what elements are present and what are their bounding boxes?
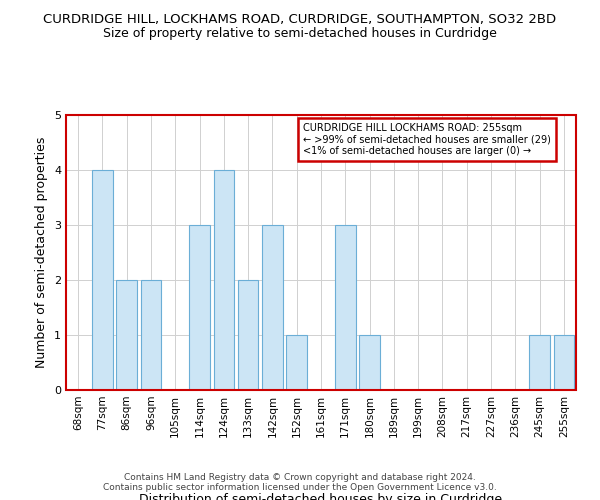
- Bar: [214, 170, 234, 390]
- Text: Size of property relative to semi-detached houses in Curdridge: Size of property relative to semi-detach…: [103, 28, 497, 40]
- Bar: [140, 280, 161, 390]
- Text: CURDRIDGE HILL, LOCKHAMS ROAD, CURDRIDGE, SOUTHAMPTON, SO32 2BD: CURDRIDGE HILL, LOCKHAMS ROAD, CURDRIDGE…: [43, 12, 557, 26]
- Bar: [359, 335, 380, 390]
- Bar: [189, 225, 210, 390]
- Bar: [529, 335, 550, 390]
- Bar: [116, 280, 137, 390]
- Bar: [335, 225, 356, 390]
- Bar: [286, 335, 307, 390]
- Bar: [554, 335, 574, 390]
- Text: CURDRIDGE HILL LOCKHAMS ROAD: 255sqm
← >99% of semi-detached houses are smaller : CURDRIDGE HILL LOCKHAMS ROAD: 255sqm ← >…: [303, 123, 551, 156]
- Bar: [92, 170, 113, 390]
- Bar: [238, 280, 259, 390]
- X-axis label: Distribution of semi-detached houses by size in Curdridge: Distribution of semi-detached houses by …: [139, 492, 503, 500]
- Bar: [262, 225, 283, 390]
- Text: Contains HM Land Registry data © Crown copyright and database right 2024.
Contai: Contains HM Land Registry data © Crown c…: [103, 473, 497, 492]
- Y-axis label: Number of semi-detached properties: Number of semi-detached properties: [35, 137, 49, 368]
